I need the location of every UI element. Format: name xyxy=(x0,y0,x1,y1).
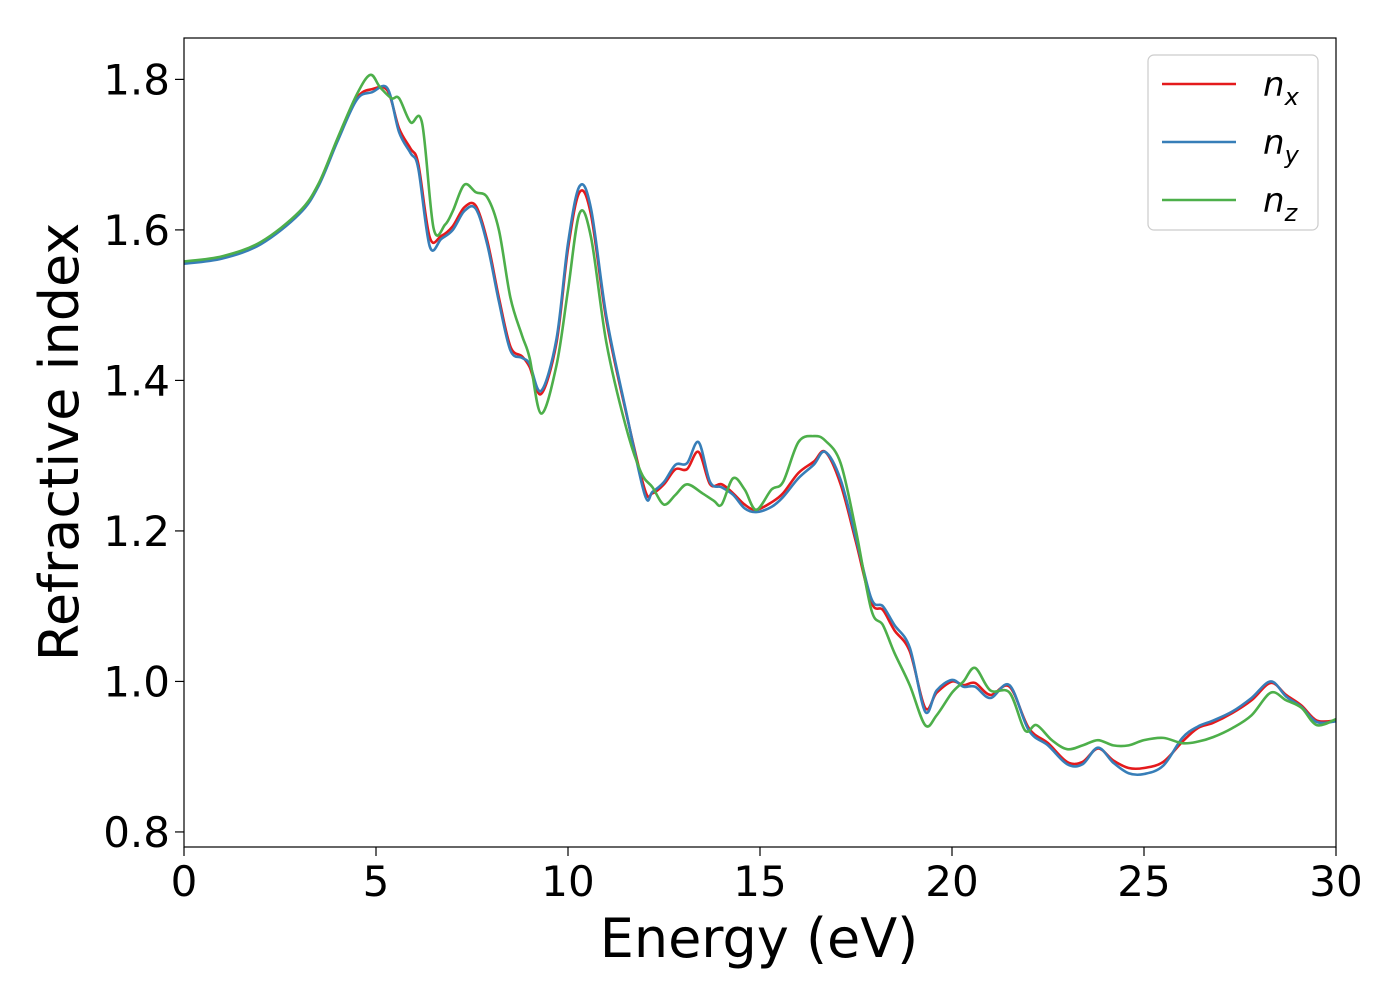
series-line-nz xyxy=(184,73,1336,751)
x-tick-label: 5 xyxy=(363,857,390,906)
y-tick-label: 1.2 xyxy=(103,507,170,556)
series-line-nx xyxy=(184,85,1336,771)
y-tick-label: 1.6 xyxy=(103,206,170,255)
x-tick-label: 10 xyxy=(541,857,594,906)
y-axis-label: Refractive index xyxy=(28,223,91,662)
y-tick-label: 1.8 xyxy=(103,55,170,104)
y-axis-ticks: 0.8 1.0 1.2 1.4 1.6 1.8 xyxy=(103,55,184,857)
plot-lines xyxy=(184,73,1336,777)
x-axis-ticks: 0 5 10 15 20 25 30 xyxy=(171,847,1363,906)
x-tick-label: 0 xyxy=(171,857,198,906)
x-tick-label: 30 xyxy=(1309,857,1362,906)
y-tick-label: 1.4 xyxy=(103,356,170,405)
x-tick-label: 15 xyxy=(733,857,786,906)
x-axis-label: Energy (eV) xyxy=(600,907,919,970)
x-tick-label: 25 xyxy=(1117,857,1170,906)
y-tick-label: 0.8 xyxy=(103,808,170,857)
series-line-ny xyxy=(184,84,1336,777)
x-tick-label: 20 xyxy=(925,857,978,906)
y-tick-label: 1.0 xyxy=(103,657,170,706)
